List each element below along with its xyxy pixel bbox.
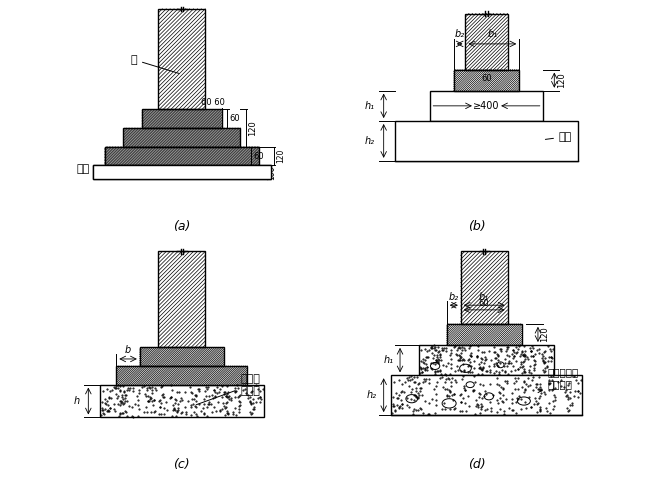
- Text: 100: 100: [267, 165, 276, 180]
- Text: (a): (a): [173, 220, 190, 233]
- Bar: [142, 109, 221, 128]
- Bar: [140, 347, 224, 366]
- Text: ≥400: ≥400: [473, 101, 500, 111]
- Text: 垫层: 垫层: [76, 165, 132, 174]
- Text: (d): (d): [469, 458, 486, 471]
- Bar: [140, 347, 224, 366]
- Text: 60: 60: [230, 114, 241, 123]
- Bar: [430, 91, 542, 121]
- Bar: [117, 366, 247, 384]
- Bar: [447, 324, 521, 345]
- Text: 砖: 砖: [130, 55, 179, 73]
- Text: (b): (b): [469, 220, 486, 233]
- Bar: [105, 147, 259, 166]
- Text: h: h: [74, 396, 80, 406]
- Text: 灰土或
三合土: 灰土或 三合土: [196, 374, 260, 405]
- Bar: [465, 13, 507, 70]
- Text: (c): (c): [173, 458, 190, 471]
- Bar: [158, 252, 205, 347]
- Text: b₁: b₁: [487, 29, 498, 39]
- Bar: [418, 345, 554, 375]
- Bar: [100, 384, 264, 418]
- Bar: [123, 128, 241, 147]
- Bar: [447, 324, 521, 345]
- Text: 毛石: 毛石: [546, 132, 572, 142]
- Bar: [142, 109, 221, 128]
- Bar: [123, 128, 241, 147]
- Bar: [158, 9, 205, 109]
- Bar: [117, 366, 247, 384]
- Text: 60: 60: [481, 74, 492, 84]
- Bar: [391, 375, 583, 415]
- Text: h₁: h₁: [364, 101, 375, 111]
- Text: 120: 120: [540, 326, 550, 342]
- Text: h₁: h₁: [384, 355, 393, 365]
- Text: h₂: h₂: [364, 136, 375, 146]
- Bar: [93, 166, 271, 180]
- Text: 120: 120: [277, 149, 285, 163]
- Bar: [158, 9, 205, 109]
- Bar: [93, 166, 271, 180]
- Text: 60 60: 60 60: [202, 98, 225, 108]
- Text: b: b: [125, 346, 131, 356]
- Bar: [395, 121, 578, 161]
- Text: 120: 120: [557, 72, 565, 88]
- Text: h₂: h₂: [367, 390, 377, 400]
- Text: 60: 60: [253, 152, 264, 161]
- Bar: [461, 252, 507, 324]
- Text: 毛石混凝土
或混凝土: 毛石混凝土 或混凝土: [538, 367, 579, 393]
- Bar: [105, 147, 259, 166]
- Text: 120: 120: [248, 120, 258, 136]
- Text: b₂: b₂: [455, 29, 465, 39]
- Text: 60: 60: [479, 299, 490, 308]
- Text: b₂: b₂: [449, 292, 459, 302]
- Bar: [465, 13, 507, 70]
- Bar: [461, 252, 507, 324]
- Bar: [454, 70, 519, 91]
- Bar: [454, 70, 519, 91]
- Text: b₁: b₁: [479, 292, 489, 302]
- Bar: [158, 252, 205, 347]
